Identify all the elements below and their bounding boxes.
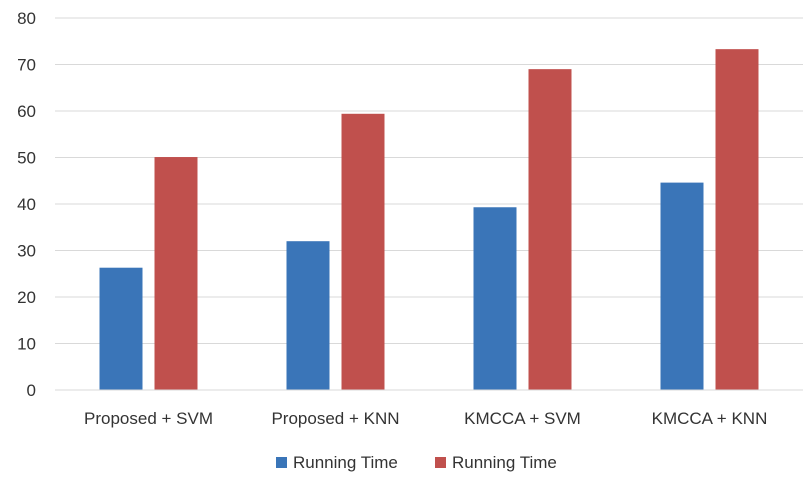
y-tick-label: 10 [17, 335, 36, 354]
y-tick-label: 50 [17, 149, 36, 168]
legend-swatch [435, 457, 446, 468]
y-tick-label: 60 [17, 102, 36, 121]
x-tick-label: KMCCA + KNN [652, 409, 768, 428]
x-tick-label: Proposed + SVM [84, 409, 213, 428]
legend: Running Time Running Time [276, 453, 557, 472]
bar-series-2-4 [715, 49, 759, 390]
bar-series-1-1 [99, 267, 143, 390]
bar-series-1-4 [660, 182, 704, 390]
y-tick-label: 30 [17, 242, 36, 261]
bar-series-1-3 [473, 207, 517, 390]
bar-series-2-3 [528, 69, 572, 391]
legend-label: Running Time [452, 453, 557, 472]
y-tick-label: 20 [17, 288, 36, 307]
x-tick-label: KMCCA + SVM [464, 409, 581, 428]
bar-series-2-1 [154, 157, 198, 390]
y-tick-label: 0 [27, 381, 36, 400]
bar-series-2-2 [341, 113, 385, 390]
y-tick-label: 40 [17, 195, 36, 214]
legend-swatch [276, 457, 287, 468]
y-tick-label: 80 [17, 9, 36, 28]
legend-label: Running Time [293, 453, 398, 472]
y-axis-tick-labels: 0 10 20 30 40 50 60 70 80 [17, 9, 36, 400]
x-tick-label: Proposed + KNN [271, 409, 399, 428]
y-tick-label: 70 [17, 56, 36, 75]
x-axis-tick-labels: Proposed + SVM Proposed + KNN KMCCA + SVM K… [84, 409, 767, 428]
bars [99, 49, 759, 391]
bar-series-1-2 [286, 241, 330, 390]
